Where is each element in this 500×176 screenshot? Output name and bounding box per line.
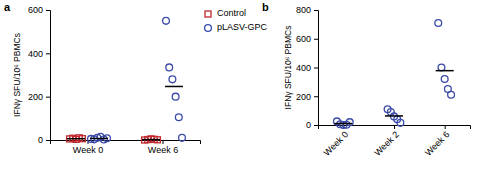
y-tick-label: 200	[296, 92, 311, 102]
legend-marker	[205, 25, 212, 32]
x-tick-label: Week 0	[322, 129, 351, 158]
y-tick: 400	[28, 49, 50, 59]
series	[88, 17, 186, 143]
y-tick: 600	[28, 5, 50, 15]
y-axis-title: IFNγ SFU/10⁶ PBMCs	[283, 26, 293, 110]
y-tick-mark	[46, 140, 50, 141]
panel: 0 200 400 600 Week 0 Week 6 IFNγ SFU/10⁶ PBMCs…	[4, 1, 268, 155]
y-tick-label: 600	[296, 34, 311, 44]
point	[179, 134, 186, 141]
legend-item: Control	[205, 8, 246, 18]
mean-line	[142, 139, 160, 141]
y-tick-mark	[314, 68, 318, 69]
legend-item: pLASV-GPC	[205, 22, 268, 32]
y-tick-mark	[46, 53, 50, 54]
panel-title: a	[4, 1, 11, 13]
y-tick: 0	[38, 135, 50, 145]
y-tick: 200	[296, 92, 318, 102]
y-axis-line	[46, 11, 51, 141]
series	[334, 20, 455, 129]
point	[172, 93, 179, 100]
point	[175, 114, 182, 121]
x-tick: Week 2	[372, 125, 401, 158]
y-tick-mark	[314, 10, 318, 11]
y-axis-title: IFNγ SFU/10⁶ PBMCs	[12, 33, 22, 117]
x-tick: Week 0	[322, 125, 351, 158]
y-tick-mark	[46, 97, 50, 98]
y-tick-mark	[46, 10, 50, 11]
x-tick: Week 6	[423, 125, 452, 158]
point	[346, 119, 353, 126]
x-tick-label: Week 6	[148, 145, 178, 155]
y-tick-label: 600	[28, 5, 43, 15]
y-tick-label: 0	[38, 135, 43, 145]
legend: Control pLASV-GPC	[205, 8, 268, 32]
y-tick: 400	[296, 63, 318, 73]
y-tick-label: 400	[28, 49, 43, 59]
y-axis: 0 200 400 600 800	[296, 5, 319, 130]
x-tick-mark	[394, 125, 395, 129]
point	[397, 119, 404, 126]
y-tick: 800	[296, 5, 318, 15]
y-tick-label: 200	[28, 92, 43, 102]
mean-line	[165, 86, 183, 88]
mean-line	[385, 115, 403, 117]
y-tick-mark	[314, 96, 318, 97]
legend-label: pLASV-GPC	[217, 22, 268, 32]
y-tick-mark	[314, 125, 318, 126]
plot-area	[67, 17, 186, 143]
point	[163, 17, 170, 24]
y-tick: 0	[306, 120, 318, 130]
y-axis: 0 200 400 600	[28, 5, 51, 145]
x-tick-mark	[445, 125, 446, 129]
point	[166, 64, 173, 71]
series	[67, 135, 161, 143]
y-tick-label: 400	[296, 63, 311, 73]
point	[441, 76, 448, 83]
x-tick-mark	[163, 140, 164, 144]
mean-line	[334, 123, 352, 125]
legend-label: Control	[217, 8, 246, 18]
y-axis-line	[314, 11, 319, 126]
panel-title: b	[262, 1, 269, 13]
legend-marker	[205, 11, 211, 17]
y-tick-label: 0	[306, 120, 311, 130]
point	[435, 20, 442, 27]
mean-line	[436, 70, 454, 72]
figure: 0 200 400 600 Week 0 Week 6 IFNγ SFU/10⁶ PBMCs…	[0, 0, 500, 176]
y-tick-label: 800	[296, 5, 311, 15]
y-tick: 200	[28, 92, 50, 102]
x-tick-label: Week 6	[423, 129, 452, 158]
point	[169, 76, 176, 83]
point	[438, 64, 445, 71]
y-tick: 600	[296, 34, 318, 44]
mean-line	[67, 138, 85, 140]
plot-area	[334, 20, 455, 129]
point	[448, 91, 455, 98]
panel: 0 200 400 600 800 Week 0 Week 2 Week 6 IFNγ SFU/…	[262, 1, 471, 158]
x-tick-label: Week 0	[73, 145, 103, 155]
mean-line	[90, 138, 108, 140]
x-tick-label: Week 2	[372, 129, 401, 158]
x-axis: Week 0 Week 2 Week 6	[319, 125, 471, 158]
y-tick-mark	[314, 39, 318, 40]
